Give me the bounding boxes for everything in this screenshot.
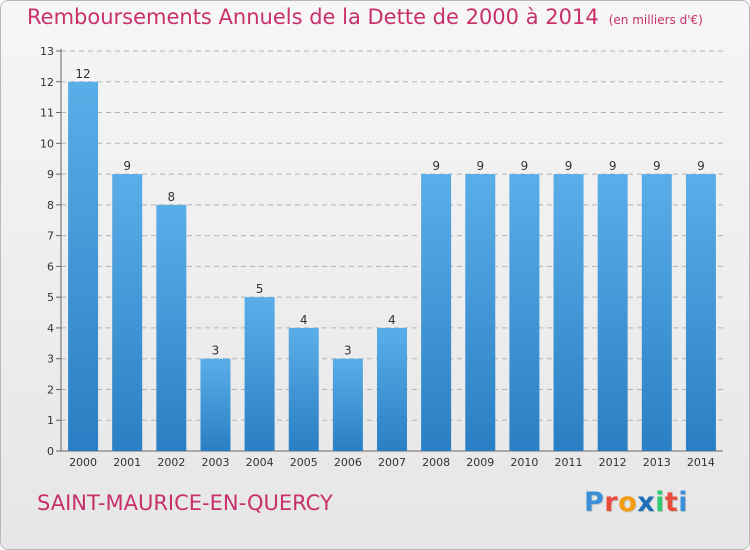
data-label: 4 — [300, 313, 308, 327]
x-tick-labels: 2000 2001 2002 2003 2004 2005 2006 2007 2008 2009… — [69, 456, 715, 469]
y-tick-label: 0 — [47, 445, 54, 458]
bar — [509, 174, 540, 452]
bars — [68, 81, 716, 452]
y-tick-label: 1 — [47, 414, 54, 427]
x-tick-label: 2002 — [157, 456, 185, 469]
bar — [597, 174, 628, 452]
x-tick-label: 2005 — [290, 456, 318, 469]
y-tick-label: 13 — [40, 45, 54, 58]
bar — [244, 297, 275, 451]
x-tick-label: 2010 — [510, 456, 538, 469]
chart-title: Remboursements Annuels de la Dette de 20… — [27, 5, 703, 29]
data-label: 9 — [521, 159, 529, 173]
data-label: 9 — [653, 159, 661, 173]
logo-letter: o — [618, 487, 638, 518]
bar — [377, 327, 407, 451]
y-tick-label: 9 — [47, 168, 54, 181]
bar — [641, 174, 672, 452]
logo-letter: t — [664, 487, 679, 518]
y-tick-label: 2 — [47, 383, 54, 396]
logo-letter: r — [604, 487, 619, 518]
bar — [156, 204, 187, 451]
y-tick-label: 3 — [47, 353, 54, 366]
data-label: 5 — [256, 282, 264, 296]
data-label: 3 — [212, 344, 220, 358]
logo-letter: i — [655, 487, 665, 518]
x-tick-label: 2004 — [246, 456, 274, 469]
data-label: 9 — [432, 159, 440, 173]
data-label: 9 — [476, 159, 484, 173]
x-tick-label: 2001 — [113, 456, 141, 469]
chart-title-text: Remboursements Annuels de la Dette de 20… — [27, 5, 599, 29]
x-tick-label: 2000 — [69, 456, 97, 469]
y-tick-label: 7 — [47, 230, 54, 243]
data-label: 9 — [565, 159, 573, 173]
x-tick-label: 2008 — [422, 456, 450, 469]
bar — [112, 174, 143, 452]
proxiti-logo: Proxiti — [584, 487, 688, 518]
data-label: 9 — [697, 159, 705, 173]
x-tick-label: 2003 — [201, 456, 229, 469]
logo-letter: x — [637, 487, 656, 518]
y-tick-label: 6 — [47, 260, 54, 273]
y-tick-label: 12 — [40, 76, 54, 89]
data-labels: 12 9 8 3 5 4 3 4 9 9 9 9 9 9 9 — [75, 67, 704, 358]
chart-unit: (en milliers d'€) — [608, 13, 703, 27]
data-label: 8 — [168, 190, 176, 204]
x-tick-label: 2013 — [643, 456, 671, 469]
x-tick-label: 2011 — [555, 456, 583, 469]
bar — [332, 358, 363, 451]
x-tick-label: 2006 — [334, 456, 362, 469]
data-label: 12 — [75, 67, 90, 81]
x-tick-label: 2012 — [599, 456, 627, 469]
y-tick-label: 8 — [47, 199, 54, 212]
data-label: 9 — [609, 159, 617, 173]
x-tick-label: 2009 — [466, 456, 494, 469]
data-label: 4 — [388, 313, 396, 327]
data-label: 9 — [123, 159, 131, 173]
commune-name: SAINT-MAURICE-EN-QUERCY — [37, 491, 333, 515]
logo-letter: P — [584, 487, 605, 518]
y-tick-label: 11 — [40, 107, 54, 120]
bar — [685, 174, 716, 452]
x-tick-label: 2007 — [378, 456, 406, 469]
bar — [553, 174, 584, 452]
data-label: 3 — [344, 344, 352, 358]
x-tick-label: 2014 — [687, 456, 715, 469]
y-tick-label: 4 — [47, 322, 54, 335]
bar — [68, 81, 99, 452]
y-tick-label: 10 — [40, 137, 54, 150]
y-tick-label: 5 — [47, 291, 54, 304]
bar — [200, 358, 231, 451]
bar — [288, 327, 319, 451]
bar — [421, 174, 452, 452]
logo-letter: i — [678, 487, 689, 518]
bar — [465, 174, 496, 452]
